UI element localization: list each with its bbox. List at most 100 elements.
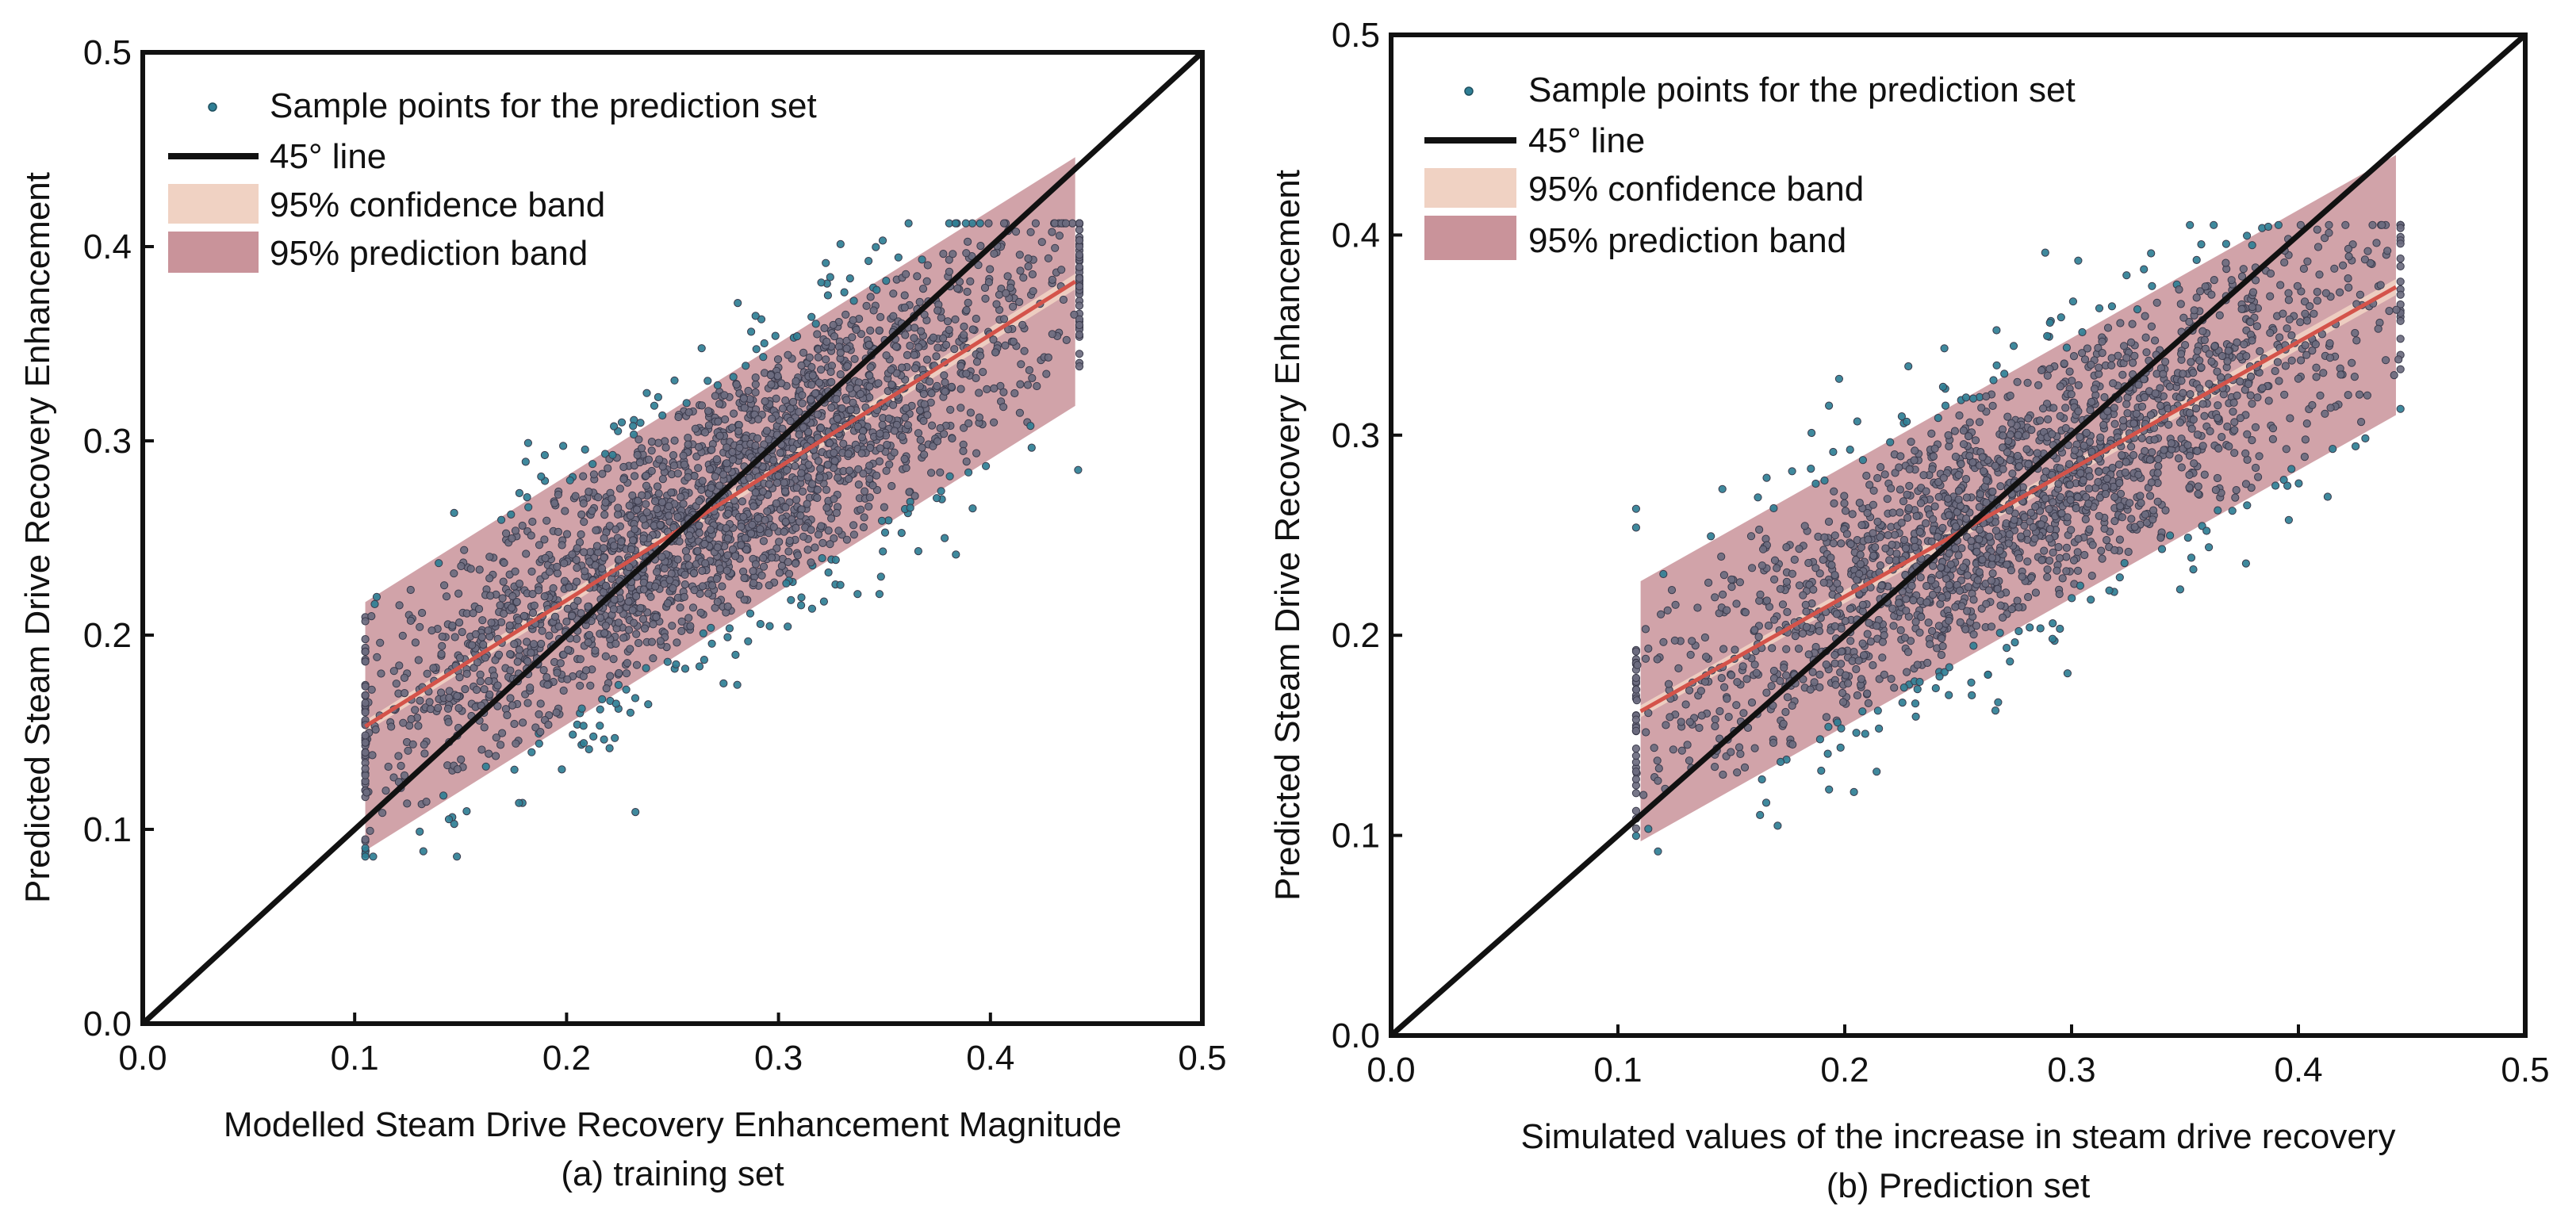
data-point bbox=[508, 534, 516, 543]
data-point bbox=[2118, 451, 2126, 460]
data-point bbox=[1928, 626, 1937, 636]
data-point bbox=[1978, 555, 1987, 564]
data-point bbox=[2237, 304, 2246, 313]
data-point bbox=[2273, 358, 2282, 366]
data-point bbox=[373, 653, 381, 661]
data-point bbox=[2115, 535, 2124, 544]
data-point bbox=[1938, 641, 1947, 651]
data-point bbox=[815, 378, 824, 387]
data-point bbox=[1976, 490, 1985, 499]
data-point bbox=[600, 534, 608, 543]
data-point bbox=[1048, 228, 1056, 236]
data-point bbox=[1028, 270, 1037, 279]
data-point bbox=[672, 660, 680, 669]
data-point bbox=[865, 493, 874, 502]
data-point bbox=[1731, 645, 1739, 654]
data-point bbox=[584, 638, 592, 647]
data-point bbox=[878, 420, 887, 430]
data-point bbox=[2287, 356, 2296, 365]
data-point bbox=[2210, 276, 2218, 285]
data-point bbox=[416, 622, 424, 631]
data-point bbox=[689, 569, 699, 578]
data-point bbox=[778, 404, 788, 413]
data-point bbox=[1677, 718, 1685, 726]
data-point bbox=[1776, 676, 1784, 685]
data-point bbox=[2241, 449, 2250, 458]
data-point bbox=[880, 503, 889, 511]
data-point bbox=[2253, 393, 2262, 402]
data-point bbox=[591, 646, 600, 655]
data-point bbox=[1641, 654, 1650, 663]
data-point bbox=[1869, 551, 1878, 561]
data-point bbox=[673, 469, 682, 478]
data-point bbox=[1663, 606, 1672, 614]
data-point bbox=[1820, 533, 1829, 542]
data-point bbox=[734, 427, 743, 436]
data-point bbox=[1996, 482, 2005, 491]
data-point bbox=[2383, 247, 2392, 255]
data-point bbox=[2214, 444, 2223, 453]
data-point bbox=[823, 461, 832, 469]
data-point bbox=[822, 258, 830, 267]
data-point bbox=[1695, 723, 1704, 733]
legend-prediction-panel: Sample points for the prediction set 45°… bbox=[1424, 71, 2076, 260]
data-point bbox=[690, 586, 699, 595]
data-point bbox=[722, 524, 730, 533]
data-point bbox=[751, 380, 760, 389]
data-point bbox=[654, 392, 663, 401]
data-point bbox=[2127, 338, 2136, 346]
data-point bbox=[862, 301, 871, 310]
data-point bbox=[2085, 525, 2094, 534]
data-point bbox=[1020, 346, 1029, 355]
data-point bbox=[569, 730, 577, 739]
data-point bbox=[999, 219, 1009, 228]
data-point bbox=[2233, 338, 2241, 346]
data-point bbox=[713, 597, 722, 607]
data-point bbox=[2218, 433, 2226, 442]
data-point bbox=[2084, 500, 2093, 508]
data-point bbox=[608, 450, 617, 459]
data-point bbox=[2095, 493, 2104, 502]
data-point bbox=[950, 345, 959, 354]
data-point bbox=[906, 341, 914, 350]
data-point bbox=[2210, 342, 2219, 350]
data-point bbox=[564, 645, 573, 654]
data-point bbox=[1055, 232, 1064, 240]
data-point bbox=[1702, 653, 1711, 661]
data-point bbox=[544, 720, 553, 729]
data-point bbox=[1873, 473, 1882, 483]
data-point bbox=[2003, 448, 2012, 457]
data-point bbox=[1832, 610, 1841, 618]
data-point bbox=[2283, 481, 2292, 490]
data-point bbox=[2105, 586, 2114, 595]
data-point bbox=[804, 427, 813, 436]
data-point bbox=[486, 592, 495, 600]
data-point bbox=[2068, 594, 2076, 603]
data-point bbox=[2098, 337, 2106, 346]
data-point bbox=[423, 669, 431, 678]
data-point bbox=[377, 669, 385, 678]
data-point bbox=[2147, 249, 2156, 258]
data-point bbox=[362, 788, 371, 797]
data-point bbox=[638, 614, 648, 624]
data-point bbox=[859, 523, 868, 532]
legend-confidence-swatch bbox=[168, 184, 259, 224]
data-point bbox=[798, 399, 807, 408]
data-point bbox=[1897, 412, 1906, 421]
data-point bbox=[976, 242, 985, 251]
data-point bbox=[1982, 599, 1991, 608]
data-point bbox=[519, 718, 527, 727]
data-point bbox=[2141, 446, 2149, 456]
data-point bbox=[485, 676, 493, 686]
data-point bbox=[673, 638, 681, 647]
data-point bbox=[771, 331, 780, 340]
data-point bbox=[992, 300, 1001, 308]
data-point bbox=[1989, 376, 1998, 385]
data-point bbox=[581, 567, 589, 576]
data-point bbox=[397, 761, 405, 771]
data-point bbox=[906, 503, 914, 512]
data-point bbox=[962, 249, 971, 258]
data-point bbox=[389, 773, 398, 782]
data-point bbox=[476, 670, 485, 679]
data-point bbox=[602, 684, 611, 693]
